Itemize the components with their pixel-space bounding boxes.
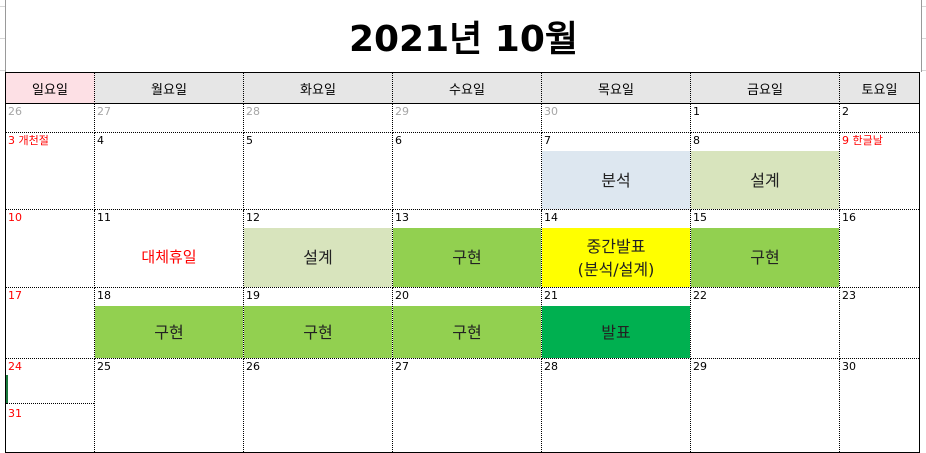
day-cell[interactable]: 4 — [95, 133, 244, 210]
day-cell[interactable]: 16 — [840, 210, 919, 288]
day-number-holiday: 3 개천절 — [8, 134, 49, 147]
day-number: 16 — [842, 211, 856, 224]
day-cell[interactable]: 29 — [691, 359, 840, 452]
day-number: 29 — [693, 360, 707, 373]
weekday-header-friday[interactable]: 금요일 — [691, 73, 840, 104]
weekday-header-tuesday[interactable]: 화요일 — [244, 73, 393, 104]
day-number: 6 — [395, 134, 402, 147]
event-midterm-presentation[interactable]: 중간발표 (분석/설계) — [542, 228, 690, 287]
weekday-header-thursday[interactable]: 목요일 — [542, 73, 691, 104]
day-cell[interactable]: 6 — [393, 133, 542, 210]
day-number: 24 — [8, 360, 22, 373]
event-line: (분석/설계) — [577, 259, 655, 279]
day-number: 27 — [97, 105, 111, 118]
day-cell[interactable]: 28 — [244, 104, 393, 133]
day-number: 18 — [97, 289, 111, 302]
selection-marker — [6, 375, 8, 403]
day-number: 17 — [8, 289, 22, 302]
day-number: 8 — [693, 134, 700, 147]
day-cell[interactable]: 12 설계 — [244, 210, 393, 288]
event-implementation[interactable]: 구현 — [691, 228, 839, 287]
day-cell[interactable]: 19 구현 — [244, 288, 393, 359]
day-number: 28 — [246, 105, 260, 118]
day-number: 1 — [693, 105, 700, 118]
day-cell[interactable]: 26 — [244, 359, 393, 452]
weekday-header-monday[interactable]: 월요일 — [95, 73, 244, 104]
day-cell[interactable]: 21 발표 — [542, 288, 691, 359]
event-line: 중간발표 — [586, 236, 646, 256]
day-cell[interactable]: 14 중간발표 (분석/설계) — [542, 210, 691, 288]
day-cell[interactable]: 29 — [393, 104, 542, 133]
event-implementation[interactable]: 구현 — [393, 228, 541, 287]
day-number: 23 — [842, 289, 856, 302]
day-number: 15 — [693, 211, 707, 224]
day-cell[interactable]: 30 — [840, 359, 919, 452]
day-cell[interactable]: 3 개천절 — [6, 133, 95, 210]
day-number: 26 — [246, 360, 260, 373]
day-cell[interactable]: 10 — [6, 210, 95, 288]
day-cell[interactable]: 22 — [691, 288, 840, 359]
day-cell[interactable]: 7 분석 — [542, 133, 691, 210]
event-final-presentation[interactable]: 발표 — [542, 306, 690, 358]
day-number: 30 — [544, 105, 558, 118]
day-number: 7 — [544, 134, 551, 147]
day-number: 26 — [8, 105, 22, 118]
day-number: 21 — [544, 289, 558, 302]
day-cell[interactable]: 1 — [691, 104, 840, 133]
day-cell[interactable]: 11 대체휴일 — [95, 210, 244, 288]
day-number: 22 — [693, 289, 707, 302]
day-cell[interactable]: 13 구현 — [393, 210, 542, 288]
event-implementation[interactable]: 구현 — [244, 306, 392, 358]
event-implementation[interactable]: 구현 — [393, 306, 541, 358]
event-design[interactable]: 설계 — [244, 228, 392, 287]
day-cell[interactable]: 8 설계 — [691, 133, 840, 210]
day-number: 13 — [395, 211, 409, 224]
day-cell[interactable]: 27 — [393, 359, 542, 452]
day-cell[interactable]: 26 — [6, 104, 95, 133]
day-number: 19 — [246, 289, 260, 302]
day-number: 28 — [544, 360, 558, 373]
day-number: 10 — [8, 211, 22, 224]
day-number: 12 — [246, 211, 260, 224]
calendar-grid: 일요일 월요일 화요일 수요일 목요일 금요일 토요일 26 27 28 29 … — [5, 72, 920, 453]
day-number: 30 — [842, 360, 856, 373]
day-number-holiday: 9 한글날 — [842, 134, 883, 147]
day-number: 20 — [395, 289, 409, 302]
day-number: 25 — [97, 360, 111, 373]
day-cell[interactable]: 5 — [244, 133, 393, 210]
day-cell[interactable]: 17 — [6, 288, 95, 359]
day-cell[interactable]: 2 — [840, 104, 919, 133]
day-cell[interactable]: 25 — [95, 359, 244, 452]
day-cell[interactable]: 20 구현 — [393, 288, 542, 359]
day-cell[interactable]: 27 — [95, 104, 244, 133]
day-cell[interactable]: 24 31 — [6, 359, 95, 452]
day-cell[interactable]: 9 한글날 — [840, 133, 919, 210]
day-number: 29 — [395, 105, 409, 118]
calendar-title[interactable]: 2021년 10월 — [5, 0, 922, 72]
day-number: 11 — [97, 211, 111, 224]
day-number: 4 — [97, 134, 104, 147]
event-analysis[interactable]: 분석 — [542, 151, 690, 209]
event-design[interactable]: 설계 — [691, 151, 839, 209]
event-substitute-holiday[interactable]: 대체휴일 — [141, 248, 197, 266]
day-cell[interactable]: 30 — [542, 104, 691, 133]
day-number: 14 — [544, 211, 558, 224]
day-number: 5 — [246, 134, 253, 147]
event-implementation[interactable]: 구현 — [95, 306, 243, 358]
day-cell[interactable]: 18 구현 — [95, 288, 244, 359]
day-number: 31 — [8, 407, 22, 420]
day-number: 27 — [395, 360, 409, 373]
day-cell[interactable]: 23 — [840, 288, 919, 359]
day-cell[interactable]: 28 — [542, 359, 691, 452]
cell-divider — [6, 403, 94, 404]
day-number: 2 — [842, 105, 849, 118]
weekday-header-wednesday[interactable]: 수요일 — [393, 73, 542, 104]
weekday-header-sunday[interactable]: 일요일 — [6, 73, 95, 104]
day-cell[interactable]: 15 구현 — [691, 210, 840, 288]
weekday-header-saturday[interactable]: 토요일 — [840, 73, 919, 104]
